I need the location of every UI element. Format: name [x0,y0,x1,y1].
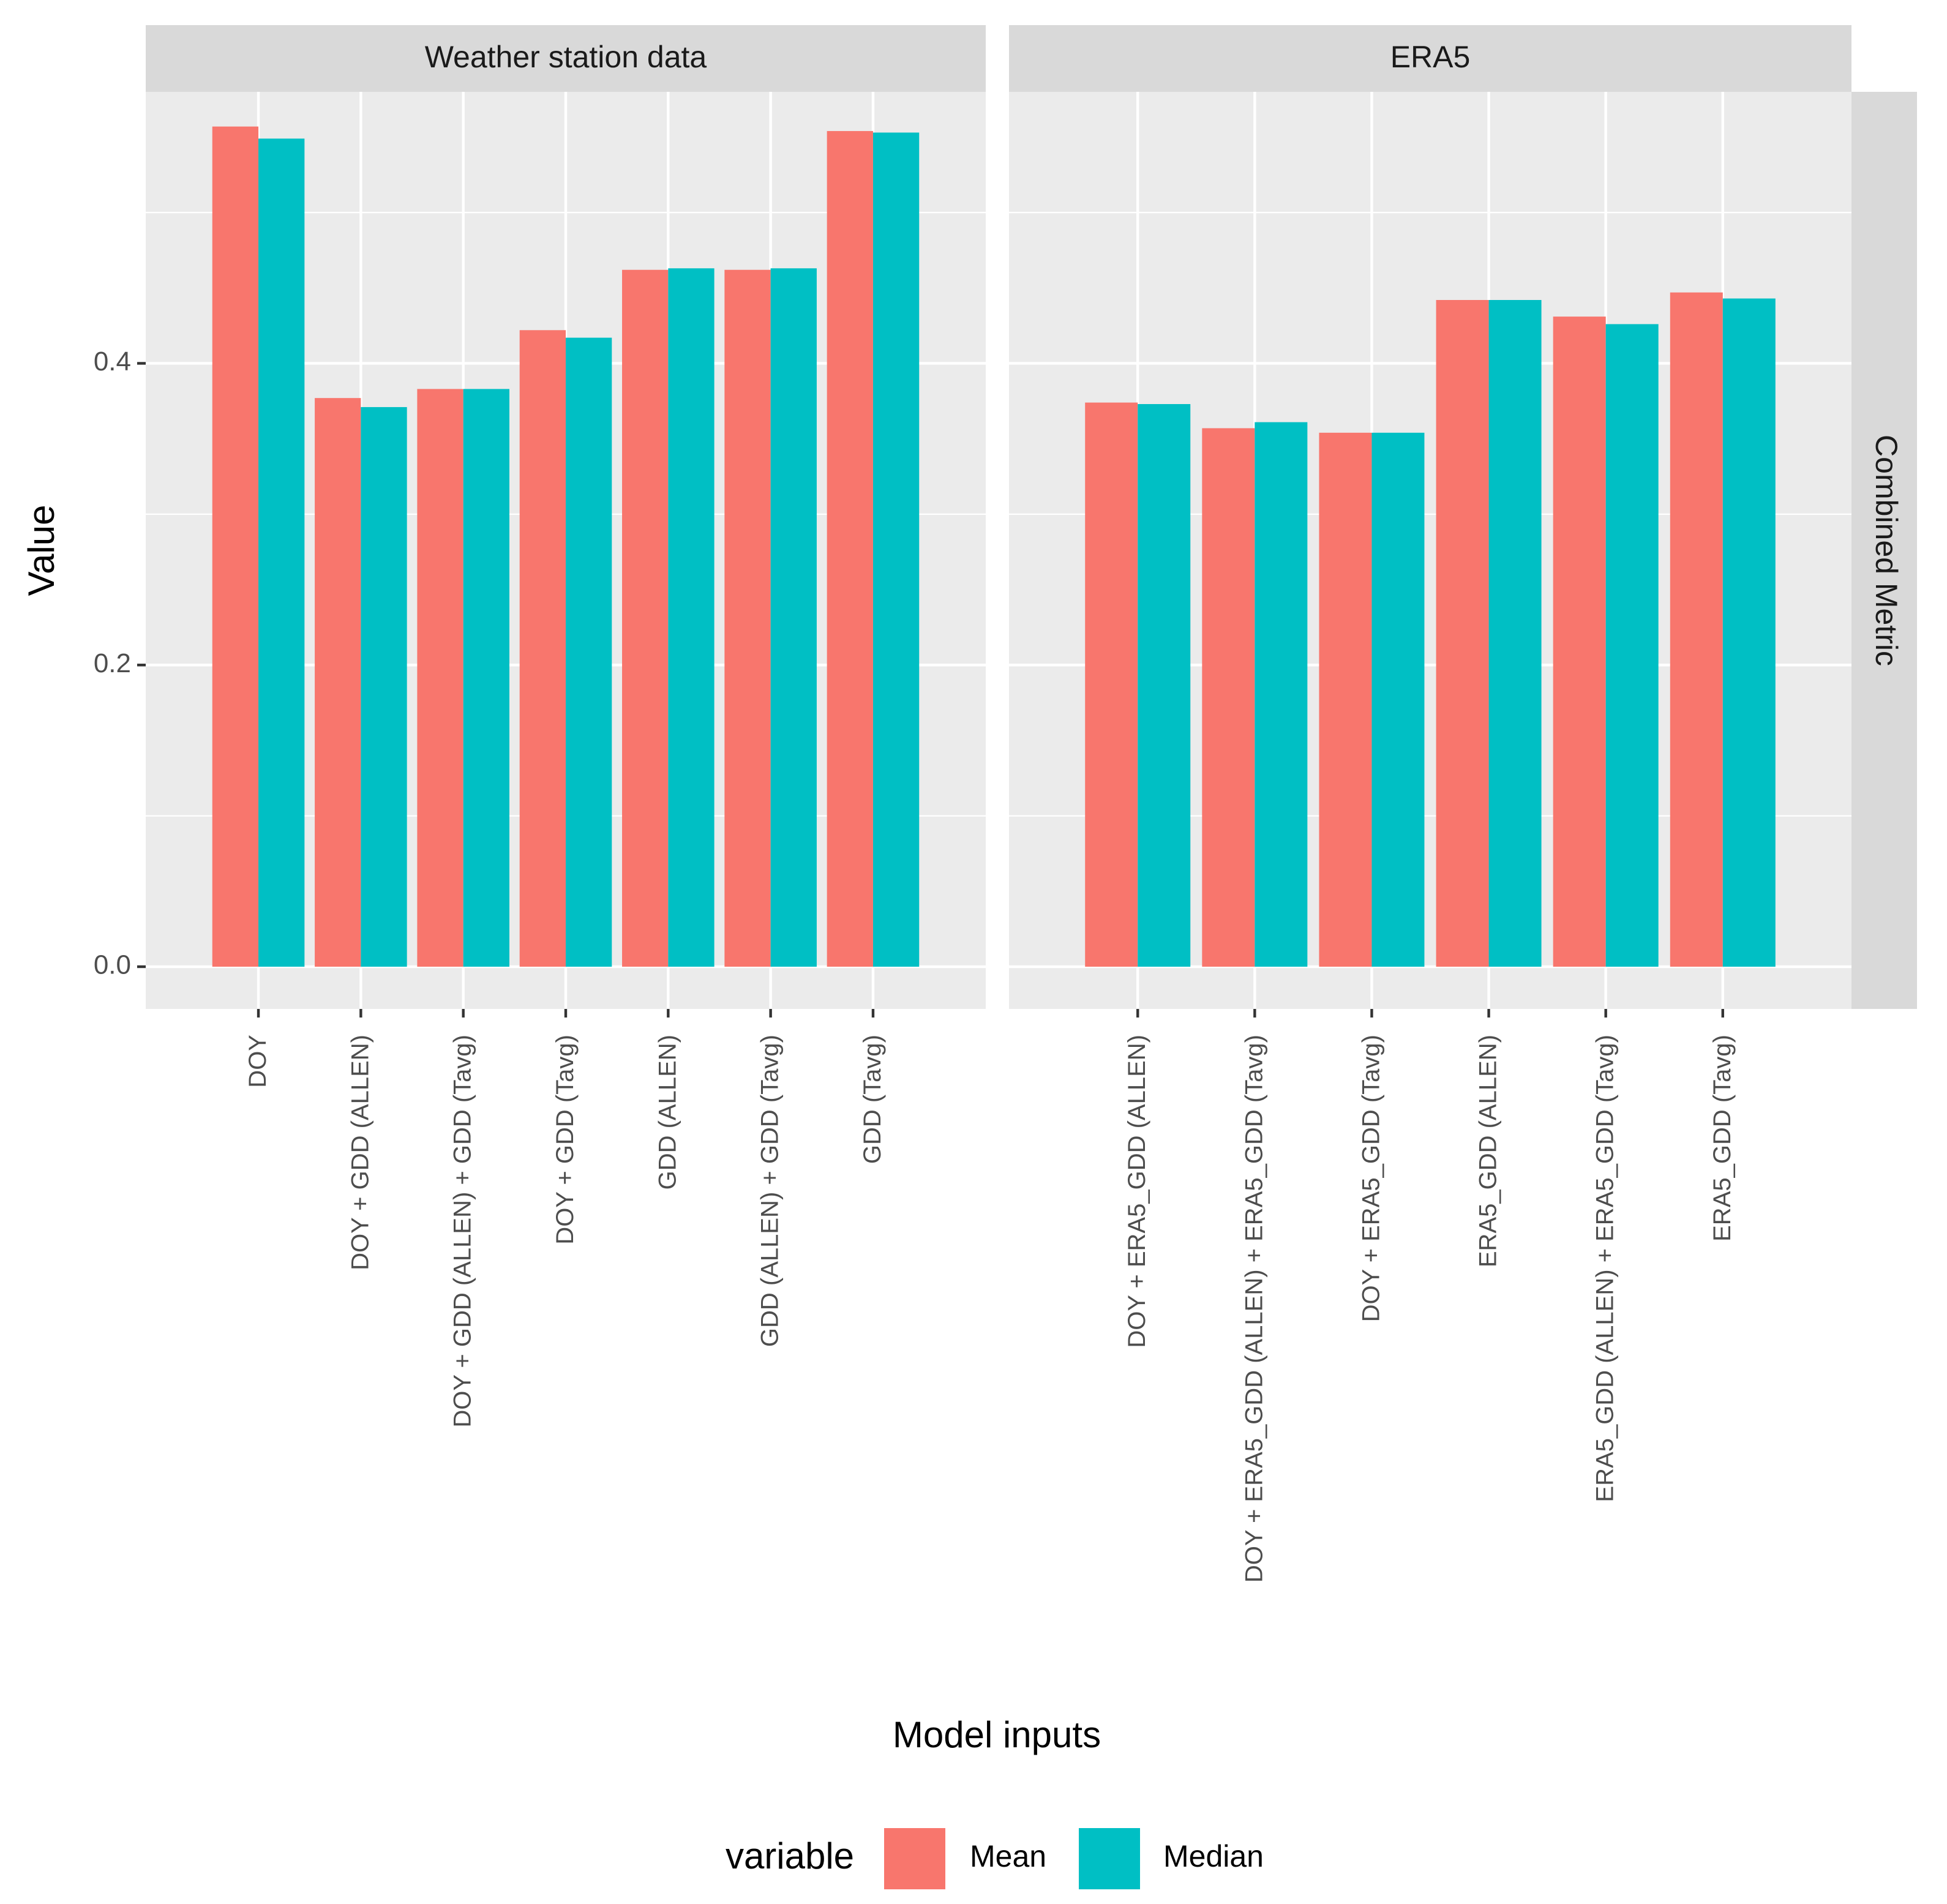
x-tick-label: ERA5_GDD (ALLEN) + ERA5_GDD (Tavg) [1592,1035,1619,1502]
bar-median [1255,422,1308,967]
bar-median [1722,298,1776,967]
legend-title: variable [726,1835,854,1876]
x-tick-label: DOY + GDD (ALLEN) [347,1035,373,1270]
bar-mean [622,269,669,967]
bar-mean [1085,402,1138,967]
legend-key-mean [884,1828,945,1889]
bar-mean [1670,292,1723,967]
y-tick-label: 0.0 [94,950,131,980]
bar-mean [1436,300,1489,967]
bar-mean [1553,317,1606,967]
x-axis-title: Model inputs [893,1714,1101,1755]
bar-mean [417,389,463,967]
bar-mean [315,398,361,967]
x-tick-label: DOY + ERA5_GDD (ALLEN) + ERA5_GDD (Tavg) [1240,1035,1267,1583]
legend-label-mean: Mean [970,1839,1046,1873]
legend-key-median [1079,1828,1140,1889]
legend-label-median: Median [1163,1839,1264,1873]
bar-median [1138,404,1191,967]
row-strip-label: Combined Metric [1869,435,1904,666]
y-tick-label: 0.4 [94,347,131,377]
bar-median [1488,300,1542,967]
x-tick-label: ERA5_GDD (ALLEN) [1475,1035,1502,1267]
row-strip [1851,92,1917,1009]
bar-median [463,389,509,967]
x-tick-label: DOY [244,1035,271,1088]
y-axis-title: Value [21,504,62,596]
bar-mean [1202,428,1255,967]
y-tick-label: 0.2 [94,648,131,678]
bar-median [1605,324,1659,967]
x-tick-label: DOY + ERA5_GDD (Tavg) [1357,1035,1384,1322]
bar-layer [212,126,1776,967]
x-tick-label: DOY + ERA5_GDD (ALLEN) [1124,1035,1150,1348]
x-tick-label: GDD (Tavg) [859,1035,886,1164]
bar-mean [827,131,873,967]
x-tick-label: DOY + GDD (ALLEN) + GDD (Tavg) [449,1035,476,1428]
bar-median [258,138,305,967]
x-tick-label: GDD (ALLEN) [654,1035,681,1190]
strip-label-weather-station: Weather station data [425,40,707,74]
bar-mean [1319,432,1372,967]
bar-median [1371,432,1425,967]
bar-mean [212,126,259,967]
bar-median [668,268,715,967]
bar-mean [724,269,771,967]
axis-layer: DOY DOY + GDD (ALLEN) DOY + GDD (ALLEN) + … [94,347,1736,1583]
bar-median [566,337,612,967]
x-tick-label: DOY + GDD (Tavg) [552,1035,579,1245]
bar-mean [519,330,566,967]
bar-median [770,268,817,967]
strip-label-era5: ERA5 [1390,40,1471,74]
bar-median [872,132,920,967]
bar-median [361,407,407,967]
x-tick-label: GDD (ALLEN) + GDD (Tavg) [757,1035,784,1347]
strip-era5 [1009,25,1851,92]
x-tick-label: ERA5_GDD (Tavg) [1709,1035,1736,1242]
strip-weather-station [146,25,986,92]
